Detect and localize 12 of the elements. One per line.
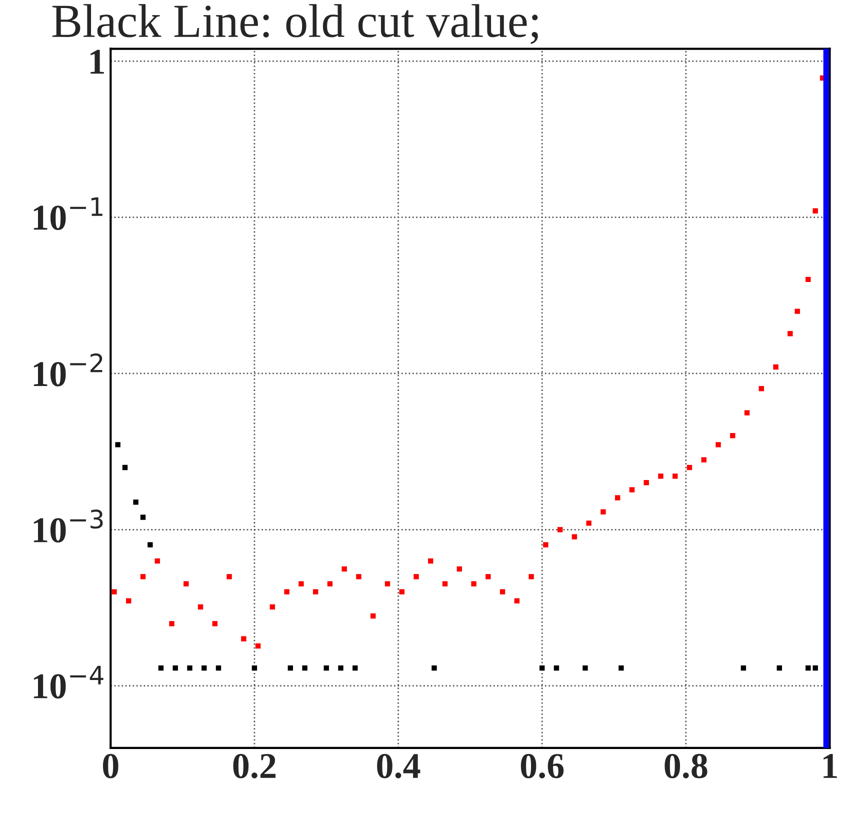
y-tick-label: 10$^{−2}$: [34, 353, 102, 386]
x-tick-label: 0.2: [233, 754, 276, 778]
y-tick-label: 10$^{−4}$: [34, 666, 104, 699]
x-tick-label: 0.6: [520, 754, 564, 778]
y-tick-label: 1: [90, 50, 104, 74]
y-tick-label: 10$^{−1}$: [34, 197, 102, 230]
x-tick-label: 1: [824, 754, 837, 778]
x-tick-label: 0.4: [377, 754, 420, 778]
y-tick-label: 10$^{−3}$: [34, 510, 103, 542]
x-tick-label: 0.8: [664, 754, 708, 778]
chart-title: Black Line: old cut value;: [52, 4, 538, 44]
x-tick-label: 0: [102, 754, 118, 778]
